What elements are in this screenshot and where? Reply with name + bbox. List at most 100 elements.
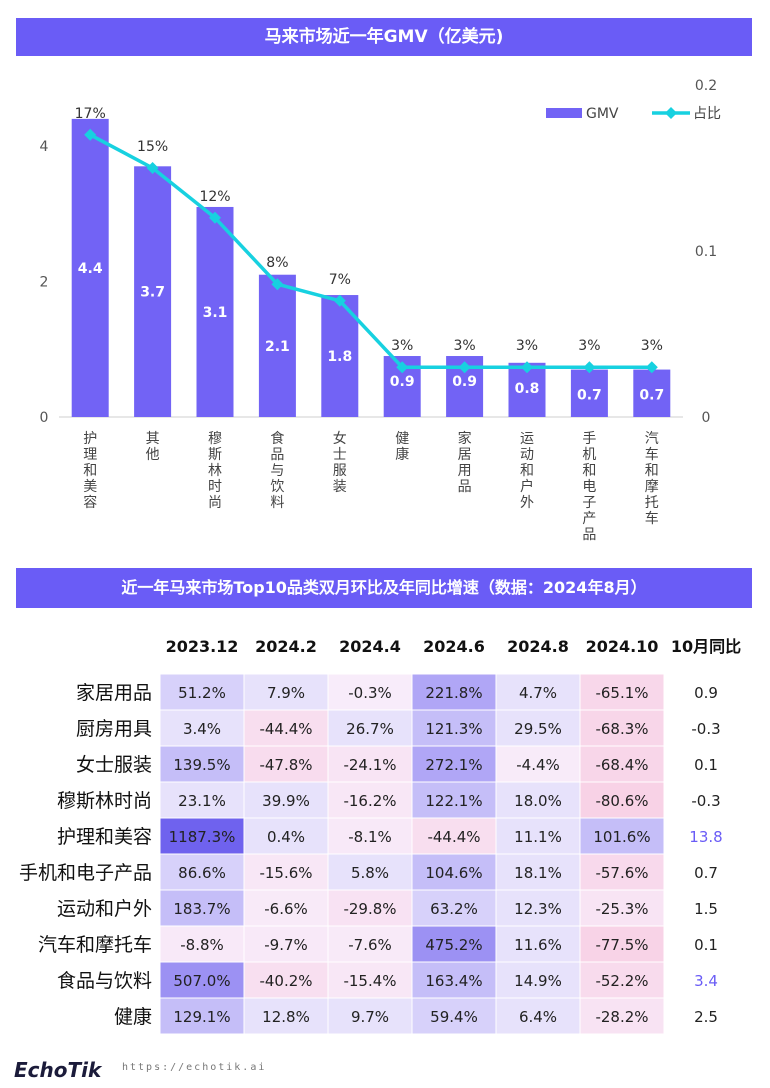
table-cell-bg [495,745,581,783]
table-cell: 11.1% [514,828,562,846]
share-point-marker [146,162,159,174]
table-cell-bg [327,745,413,783]
share-point-label: 12% [199,189,230,205]
table-cell: 183.7% [173,900,230,918]
share-point-marker [396,361,409,374]
x-category-label-char: 食 [270,430,284,447]
table-row-label: 运动和户外 [57,898,152,920]
x-category-label-char: 护 [83,431,97,447]
chart-title-banner: 马来市场近一年GMV（亿美元) [16,18,752,56]
table-row-label: 女士服装 [76,754,152,776]
table-cell: 86.6% [178,864,226,882]
table-cell: 7.9% [267,684,305,702]
table-cell-bg [579,673,665,711]
table-cell-bg [579,853,665,891]
table-cell: 139.5% [173,756,230,774]
x-category-label-char: 和 [83,463,97,479]
x-category-label-char: 和 [645,463,659,479]
table-yoy-cell: 0.1 [694,756,718,774]
table-cell-bg [411,673,497,711]
echotik-logo: EchoTik [14,1058,102,1082]
table-cell: -68.3% [595,720,648,738]
table-cell-bg [495,997,581,1035]
share-point-marker [84,128,97,141]
table-cell-bg [159,961,245,999]
x-category-label-char: 用 [458,463,472,479]
x-category-label-char: 时 [208,479,222,495]
x-category-label-char: 摩 [645,478,659,495]
share-point-label: 3% [453,338,475,354]
gmv-bar [633,369,671,417]
table-cell: -6.6% [264,900,308,918]
table-yoy-cell: 0.1 [694,936,718,954]
table-cell: 5.8% [351,864,389,882]
table-cell: -7.6% [348,936,392,954]
x-category-label-char: 健 [395,431,409,447]
x-category-label-char: 家 [458,430,472,447]
x-category-label-char: 装 [333,479,347,495]
share-point-marker [521,361,533,374]
table-row-label: 食品与饮料 [57,970,152,992]
x-category-label-char: 与 [270,463,284,479]
share-point-marker [333,294,346,307]
x-category-label-char: 机 [582,447,596,463]
x-category-label-char: 车 [645,446,659,463]
table-cell-bg [495,853,581,891]
table-cell-bg [159,673,245,711]
table-cell-bg [327,997,413,1035]
share-point-label: 7% [329,272,351,288]
gmv-bar-label: 0.7 [639,388,664,404]
y-right-tick-label: 0.1 [695,244,717,260]
x-category-label-char: 林 [208,463,222,479]
gmv-bar [134,166,172,417]
gmv-bar-label: 0.7 [577,388,602,404]
x-category-label-char: 士 [333,447,347,463]
table-row-label: 穆斯林时尚 [57,790,152,812]
footer-url: https://echotik.ai [122,1062,267,1073]
table-cell-bg [327,961,413,999]
gmv-bar-label: 0.9 [390,374,415,390]
share-point-label: 15% [137,139,168,155]
table-cell: 12.8% [262,1008,310,1026]
x-category-label-char: 服 [333,463,347,479]
table-cell: -8.8% [180,936,224,954]
table-cell-bg [579,745,665,783]
table-cell: 104.6% [425,864,482,882]
table-cell-bg [159,853,245,891]
table-cell: 221.8% [425,684,482,702]
share-point-marker [209,211,221,224]
y-left-tick-label: 4 [40,139,49,155]
table-cell-bg [579,961,665,999]
table-cell-bg [579,889,665,927]
table-header-cell: 2024.10 [586,637,659,656]
table-cell-bg [159,889,245,927]
table-header-cell: 2024.2 [255,637,317,656]
table-cell: 63.2% [430,900,478,918]
gmv-bar-label: 0.9 [452,374,477,390]
x-category-label-char: 他 [146,447,160,463]
table-cell-bg [159,925,245,963]
table-cell-bg [579,997,665,1035]
x-category-label-char: 汽 [645,431,659,447]
gmv-bar [71,118,109,417]
share-line [89,133,652,369]
x-category-label-char: 品 [270,447,284,463]
table-cell: -80.6% [595,792,648,810]
table-cell: 121.3% [425,720,482,738]
table-cell: 39.9% [262,792,310,810]
legend-share-marker [665,107,677,119]
share-point-marker [583,361,596,374]
gmv-bar-label: 1.8 [327,349,352,365]
table-cell-bg [243,745,329,783]
table-cell: -40.2% [259,972,312,990]
x-category-label-char: 其 [146,431,160,447]
table-cell: 6.4% [519,1008,557,1026]
table-cell: 12.3% [514,900,562,918]
x-category-label-char: 美 [83,479,97,495]
x-category-label-char: 料 [270,495,284,511]
table-cell: 3.4% [183,720,221,738]
x-category-label-char: 理 [83,447,97,463]
x-category-label-char: 饮 [270,479,284,495]
share-point-marker [271,278,284,291]
table-cell: 59.4% [430,1008,478,1026]
